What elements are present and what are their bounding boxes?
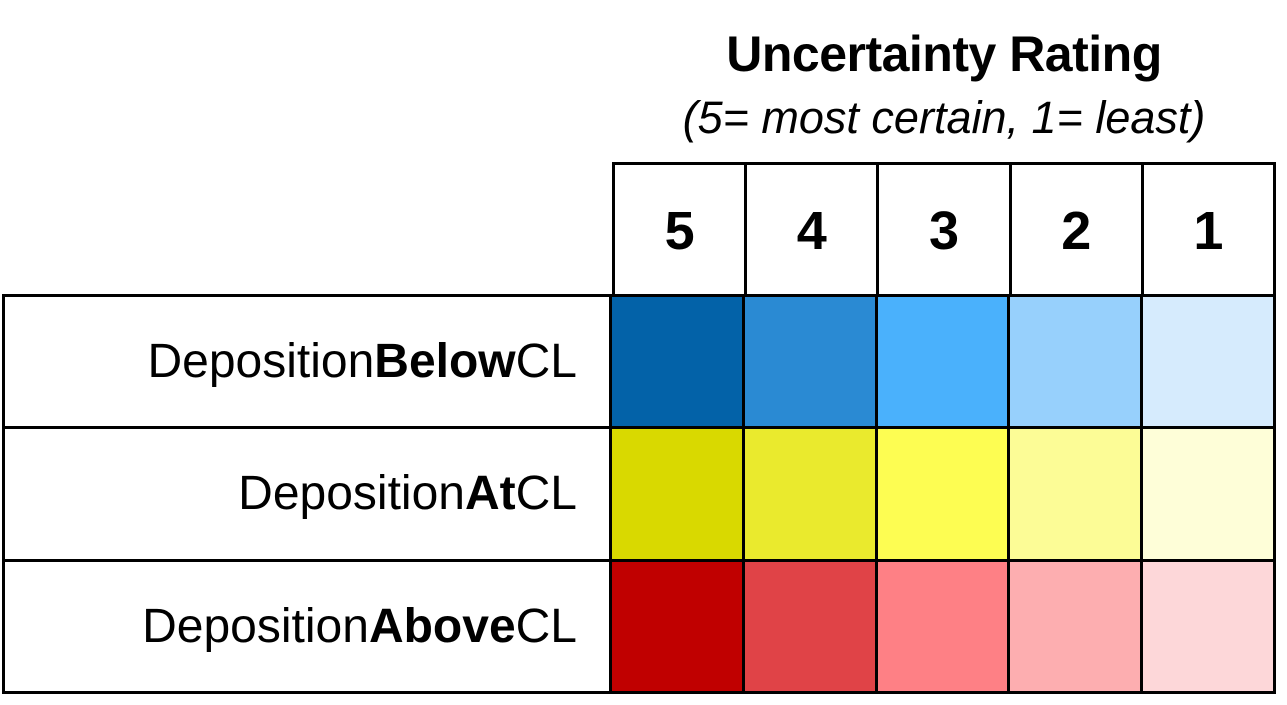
swatch-above-4 (741, 561, 875, 691)
rating-header-1: 1 (1140, 165, 1273, 296)
row-label-prefix: Deposition (238, 467, 465, 521)
swatch-at-3 (874, 429, 1008, 559)
swatch-at-4 (741, 429, 875, 559)
swatch-at-5 (612, 429, 742, 559)
row-label-at: Deposition At CL (5, 429, 612, 559)
swatch-above-2 (1007, 561, 1141, 691)
swatch-at-1 (1140, 429, 1273, 559)
swatch-above-3 (874, 561, 1008, 691)
row-label-suffix: CL (515, 467, 577, 521)
swatch-below-5 (612, 297, 742, 427)
swatch-below-4 (741, 297, 875, 427)
swatch-above-1 (1140, 561, 1273, 691)
row-label-suffix: CL (515, 599, 577, 653)
swatch-above-5 (612, 561, 742, 691)
row-label-below: Deposition Below CL (5, 297, 612, 427)
row-label-above: Deposition Above CL (5, 561, 612, 691)
swatch-below-1 (1140, 297, 1273, 427)
chart-subtitle: (5= most certain, 1= least) (682, 92, 1206, 143)
rating-header-4: 4 (744, 165, 876, 296)
uncertainty-grid: Deposition Below CL Deposition At CL Dep… (2, 294, 1276, 694)
swatch-below-2 (1007, 297, 1141, 427)
rating-header-row: 5 4 3 2 1 (612, 162, 1276, 296)
row-label-emphasis: Below (374, 335, 516, 389)
row-deposition-above: Deposition Above CL (5, 558, 1273, 691)
row-label-prefix: Deposition (147, 335, 375, 389)
row-deposition-at: Deposition At CL (5, 426, 1273, 559)
row-label-prefix: Deposition (142, 599, 369, 653)
rating-header-5: 5 (664, 200, 695, 261)
row-deposition-below: Deposition Below CL (5, 297, 1273, 427)
row-label-emphasis: At (464, 467, 516, 521)
rating-header-2: 2 (1008, 165, 1141, 296)
row-label-emphasis: Above (368, 599, 516, 653)
row-label-suffix: CL (515, 335, 577, 389)
chart-title: Uncertainty Rating (726, 26, 1162, 82)
swatch-below-3 (874, 297, 1008, 427)
swatch-at-2 (1007, 429, 1141, 559)
rating-header-3: 3 (876, 165, 1008, 296)
